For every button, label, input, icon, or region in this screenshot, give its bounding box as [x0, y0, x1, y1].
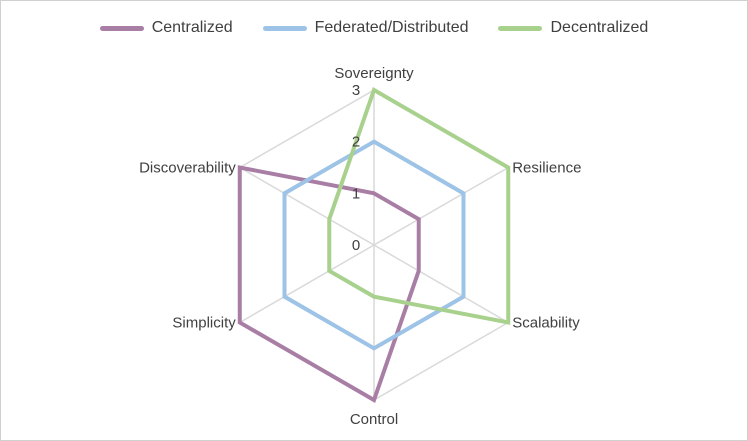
spoke-line	[239, 166, 375, 246]
axis-label-scalability: Scalability	[512, 315, 580, 332]
series-line-decentralized	[327, 87, 511, 325]
axis-label-discoverability: Discoverability	[139, 160, 236, 177]
axis-label-simplicity: Simplicity	[172, 315, 236, 332]
axis-label-control: Control	[350, 411, 398, 428]
spoke-line	[239, 244, 375, 324]
axis-label-sovereignty: Sovereignty	[334, 65, 414, 82]
legend-entry: Centralized	[99, 19, 233, 37]
legend-label: Centralized	[151, 19, 233, 36]
legend-entry: Decentralized	[498, 19, 648, 37]
series-line-centralized	[237, 165, 421, 403]
legend-swatch	[498, 25, 543, 31]
spoke-line	[373, 166, 509, 246]
tick-label: 2	[352, 134, 360, 151]
tick-label: 3	[352, 82, 360, 99]
legend-label: Decentralized	[550, 19, 649, 36]
legend: Centralized Federated/Distributed Decentra…	[1, 19, 747, 37]
tick-label: 1	[352, 185, 360, 202]
spoke-line	[373, 244, 509, 324]
legend-entry: Federated/Distributed	[262, 19, 469, 37]
legend-label: Federated/Distributed	[314, 19, 469, 36]
legend-swatch	[99, 25, 144, 31]
legend-swatch	[262, 25, 307, 31]
axis-label-resilience: Resilience	[512, 160, 581, 177]
tick-label: 0	[352, 237, 360, 254]
series-line-federated-distributed	[282, 139, 466, 351]
